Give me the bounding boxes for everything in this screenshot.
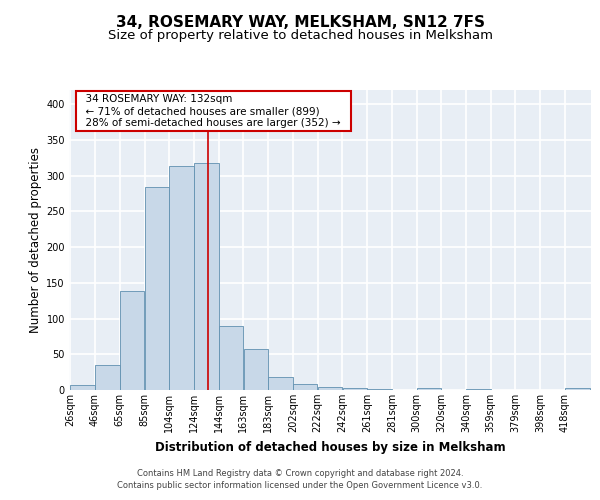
Bar — [219, 326, 243, 390]
Bar — [343, 388, 367, 390]
X-axis label: Distribution of detached houses by size in Melksham: Distribution of detached houses by size … — [155, 440, 505, 454]
Y-axis label: Number of detached properties: Number of detached properties — [29, 147, 42, 333]
Bar — [268, 377, 293, 390]
Text: Contains HM Land Registry data © Crown copyright and database right 2024.: Contains HM Land Registry data © Crown c… — [137, 470, 463, 478]
Bar — [95, 365, 119, 390]
Bar — [120, 292, 145, 390]
Text: 34 ROSEMARY WAY: 132sqm
  ← 71% of detached houses are smaller (899)
  28% of se: 34 ROSEMARY WAY: 132sqm ← 71% of detache… — [79, 94, 347, 128]
Text: Size of property relative to detached houses in Melksham: Size of property relative to detached ho… — [107, 30, 493, 43]
Bar — [565, 388, 590, 390]
Text: Contains public sector information licensed under the Open Government Licence v3: Contains public sector information licen… — [118, 480, 482, 490]
Bar — [367, 388, 392, 390]
Bar — [70, 385, 95, 390]
Bar — [417, 388, 441, 390]
Bar — [169, 166, 194, 390]
Bar — [145, 187, 169, 390]
Bar — [293, 384, 317, 390]
Bar — [244, 350, 268, 390]
Text: 34, ROSEMARY WAY, MELKSHAM, SN12 7FS: 34, ROSEMARY WAY, MELKSHAM, SN12 7FS — [115, 15, 485, 30]
Bar — [318, 387, 342, 390]
Bar — [194, 163, 218, 390]
